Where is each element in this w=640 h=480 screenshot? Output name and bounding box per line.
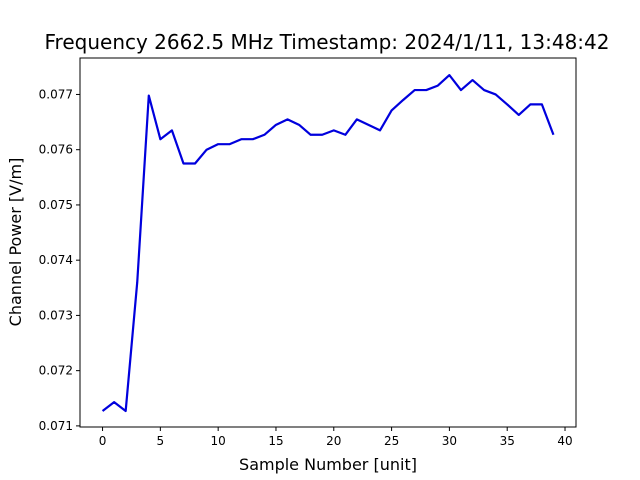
plot-area	[79, 57, 577, 428]
y-tick-label: 0.074	[39, 253, 73, 267]
series-line-0	[101, 74, 555, 413]
y-tick-label: 0.076	[39, 143, 73, 157]
x-tick-label: 0	[99, 434, 107, 448]
x-tick-label: 35	[500, 434, 515, 448]
y-axis: 0.071 0.072 0.073 0.074 0.075 0.076 0.077	[39, 87, 80, 433]
x-tick-label: 20	[326, 434, 341, 448]
x-tick-label: 25	[384, 434, 399, 448]
x-tick-label: 30	[442, 434, 457, 448]
chart-title: Frequency 2662.5 MHz Timestamp: 2024/1/1…	[45, 30, 610, 54]
y-tick-label: 0.071	[39, 419, 73, 433]
plot-frame	[79, 57, 577, 428]
y-tick-label: 0.073	[39, 308, 73, 322]
x-tick-label: 40	[557, 434, 572, 448]
x-tick-label: 15	[268, 434, 283, 448]
y-axis-label: Channel Power [V/m]	[6, 158, 25, 327]
y-tick-label: 0.072	[39, 364, 73, 378]
x-axis-label: Sample Number [unit]	[239, 455, 417, 474]
x-tick-label: 10	[211, 434, 226, 448]
x-tick-label: 5	[157, 434, 165, 448]
x-axis: 0 5 10 15 20 25 30 35 40	[99, 427, 573, 448]
y-tick-label: 0.077	[39, 87, 73, 101]
y-tick-label: 0.075	[39, 198, 73, 212]
